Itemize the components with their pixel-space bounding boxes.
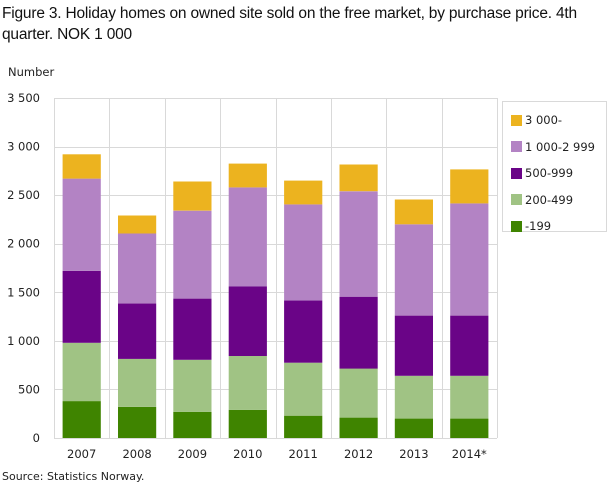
bar-segment	[284, 204, 323, 301]
bar-segment	[228, 355, 267, 410]
bar-segment	[284, 415, 323, 438]
legend-item[interactable]: 3 000-	[511, 113, 562, 127]
bar-segment	[173, 210, 212, 299]
legend-swatch	[511, 194, 522, 205]
bar-segment	[228, 163, 267, 188]
x-tick-labels: 2007 2008 2009 2010 2011 2012 2013 2014*	[67, 447, 487, 461]
legend-swatch	[511, 141, 522, 152]
y-tick-labels: 0 500 1 000 1 500 2 000 2 500 3 000 3 500	[7, 91, 40, 445]
x-tick-label: 2008	[122, 447, 151, 461]
y-tick-label: 500	[18, 382, 40, 396]
bar-segment	[284, 180, 323, 205]
bar-segment	[284, 300, 323, 363]
x-tick-label: 2009	[178, 447, 207, 461]
source-note: Source: Statistics Norway.	[2, 470, 145, 483]
y-tick-label: 1 000	[7, 334, 40, 348]
x-tick-label: 2007	[67, 447, 96, 461]
bar-segment	[450, 315, 489, 376]
legend-item[interactable]: -199	[511, 219, 551, 233]
legend-label: -199	[525, 219, 552, 233]
y-tick-label: 2 500	[7, 188, 40, 202]
bar-segment	[118, 233, 157, 304]
x-tick-label: 2011	[289, 447, 318, 461]
bar-segment	[394, 199, 433, 225]
x-tick-label: 2010	[233, 447, 262, 461]
bar-segment	[394, 224, 433, 316]
bar-segment	[173, 181, 212, 211]
bar-segment	[62, 154, 101, 179]
bar-segment	[173, 298, 212, 360]
bar-segment	[339, 191, 378, 297]
bar-segment	[284, 362, 323, 416]
bar-segment	[118, 406, 157, 438]
legend-label: 200-499	[525, 192, 574, 207]
bar-segment	[394, 375, 433, 419]
x-tick-label: 2014*	[452, 447, 487, 461]
bar-segment	[62, 178, 101, 271]
bar-segment	[173, 411, 212, 438]
bar-segment	[62, 270, 101, 343]
y-tick-label: 2 000	[7, 237, 40, 251]
bar-segment	[228, 187, 267, 287]
bar-segment	[339, 417, 378, 438]
x-tick-label: 2012	[344, 447, 373, 461]
bar-segment	[450, 203, 489, 316]
bar-segment	[450, 375, 489, 419]
bar-segment	[339, 164, 378, 192]
bar-segment	[339, 296, 378, 369]
legend-swatch	[511, 167, 522, 179]
bar-segment	[118, 215, 157, 234]
bar-segment	[118, 303, 157, 359]
bar-segment	[173, 359, 212, 412]
bar-segment	[450, 169, 489, 204]
bar-segment	[450, 418, 489, 438]
gridlines	[54, 98, 498, 439]
chart-title: Figure 3. Holiday homes on owned site so…	[2, 5, 577, 43]
y-tick-label: 3 500	[7, 91, 40, 105]
y-axis-label: Number	[8, 65, 55, 79]
legend-label: 1 000-2 999	[525, 139, 595, 154]
bars	[62, 154, 489, 438]
bar-segment	[339, 368, 378, 418]
legend-item[interactable]: 500-999	[511, 166, 573, 180]
bar-segment	[118, 358, 157, 407]
y-tick-label: 0	[33, 431, 40, 445]
legend-label: 3 000-	[525, 113, 563, 127]
bar-segment	[62, 401, 101, 438]
y-tick-label: 3 000	[7, 140, 40, 154]
legend-swatch	[511, 220, 522, 232]
legend: 3 000- 1 000-2 999 500-999 200-499 -199	[502, 101, 607, 233]
legend-label: 500-999	[525, 166, 574, 180]
legend-swatch	[511, 114, 522, 126]
legend-item[interactable]: 1 000-2 999	[511, 140, 595, 154]
legend-item[interactable]: 200-499	[511, 193, 573, 207]
bar-segment	[228, 409, 267, 438]
bar-segment	[394, 315, 433, 376]
x-tick-label: 2013	[399, 447, 428, 461]
bar-segment	[62, 342, 101, 402]
bar-segment	[228, 286, 267, 356]
bar-segment	[394, 418, 433, 438]
y-tick-label: 1 500	[7, 285, 40, 299]
